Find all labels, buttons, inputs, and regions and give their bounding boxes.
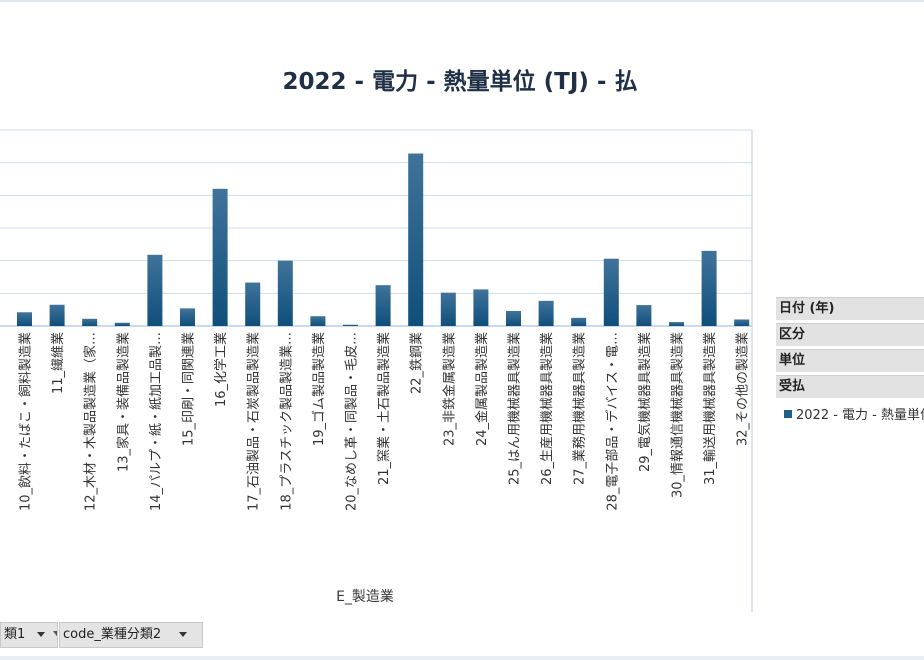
bar[interactable] bbox=[408, 153, 424, 326]
bar[interactable] bbox=[49, 304, 65, 326]
bar[interactable] bbox=[669, 322, 684, 326]
category-label: 23_非鉄金属製造業 bbox=[441, 332, 457, 446]
category-label: 22_鉄鋼業 bbox=[409, 332, 425, 394]
bar[interactable] bbox=[734, 319, 750, 326]
legend-entry[interactable]: 2022 - 電力 - 熱量単位 (TJ) - 払 bbox=[776, 404, 924, 423]
category-label: 10_飲料・たばこ・飼料製造業 bbox=[18, 332, 34, 511]
bar[interactable] bbox=[310, 316, 326, 326]
category-label: 24_金属製品製造業 bbox=[474, 332, 490, 446]
category-label: 32_その他の製造業 bbox=[735, 332, 751, 446]
category-label: 28_電子部品・デバイス・電… bbox=[604, 332, 620, 511]
top-border bbox=[0, 0, 924, 2]
legend-field-year[interactable]: 日付 (年) bbox=[776, 297, 924, 320]
category-label: 17_石油製品・石炭製品製造業 bbox=[246, 332, 262, 511]
category-label: 25_はん用機械器具製造業 bbox=[507, 332, 523, 485]
legend-field-direction[interactable]: 受払 bbox=[776, 375, 924, 398]
category-label: 12_木材・木製品製造業（家… bbox=[83, 332, 99, 511]
field-button-category1-label: 類1 bbox=[4, 627, 26, 642]
bar[interactable] bbox=[603, 258, 619, 326]
bar[interactable] bbox=[17, 312, 32, 326]
category-label: 26_生産用機械器具製造業 bbox=[539, 332, 555, 485]
chevron-down-icon[interactable] bbox=[37, 632, 46, 637]
category-label: 16_化学工業 bbox=[213, 332, 229, 407]
legend-field-category[interactable]: 区分 bbox=[776, 323, 924, 346]
category-label: 20_なめし革・同製品・毛皮… bbox=[345, 332, 360, 511]
category-label: 29_電気機械器具製造業 bbox=[637, 332, 653, 472]
legend-entry-label: 2022 - 電力 - 熱量単位 (TJ) - 払 bbox=[796, 408, 924, 423]
bar[interactable] bbox=[82, 318, 98, 326]
bar[interactable] bbox=[473, 289, 489, 326]
bar[interactable] bbox=[440, 292, 456, 326]
bar[interactable] bbox=[571, 317, 587, 326]
bottom-border bbox=[0, 656, 924, 660]
legend-field-unit[interactable]: 単位 bbox=[776, 349, 924, 372]
category-label: 19_ゴム製品製造業 bbox=[311, 332, 327, 446]
x-axis-title: E_製造業 bbox=[336, 589, 394, 605]
field-button-category1[interactable]: 類1 bbox=[0, 622, 58, 648]
bar[interactable] bbox=[343, 324, 358, 326]
chart-title: 2022 - 電力 - 熱量単位 (TJ) - 払 bbox=[282, 69, 638, 95]
category-label: 31_輸送用機械器具製造業 bbox=[702, 332, 718, 485]
bar[interactable] bbox=[277, 260, 293, 326]
bar[interactable] bbox=[245, 282, 261, 326]
bar[interactable] bbox=[147, 254, 163, 326]
legend-swatch-icon bbox=[784, 409, 792, 418]
category-label: 18_プラスチック製品製造業… bbox=[278, 332, 294, 511]
bar[interactable] bbox=[636, 305, 652, 326]
category-label: 21_窯業・土石製品製造業 bbox=[376, 332, 392, 485]
bar[interactable] bbox=[375, 285, 391, 326]
category-label: 13_家具・装備品製造業 bbox=[115, 332, 131, 472]
category-label: 14_パルプ・紙・紙加工品製… bbox=[149, 332, 164, 511]
chevron-down-icon[interactable] bbox=[179, 632, 188, 637]
bar[interactable] bbox=[701, 250, 717, 326]
category-label: 30_情報通信機械器具製造業 bbox=[670, 332, 686, 498]
field-button-category2-label: code_業種分類2 bbox=[63, 627, 162, 642]
category-label: 11_繊維業 bbox=[50, 332, 66, 394]
filter-funnel-icon[interactable] bbox=[52, 630, 57, 639]
category-label: 15_印刷・同関連業 bbox=[181, 332, 197, 446]
bar[interactable] bbox=[114, 322, 130, 326]
bar[interactable] bbox=[538, 300, 554, 326]
bar[interactable] bbox=[506, 310, 521, 326]
field-button-category2[interactable]: code_業種分類2 bbox=[59, 622, 203, 648]
bar[interactable] bbox=[180, 308, 195, 326]
bar[interactable] bbox=[212, 188, 228, 326]
category-label: 27_業務用機械器具製造業 bbox=[572, 332, 588, 485]
category-labels: 10_飲料・たばこ・飼料製造業 11_繊維業 12_木材・木製品製造業（家… 13_家… bbox=[18, 332, 751, 511]
bars[interactable] bbox=[17, 153, 750, 326]
legend-panel: 日付 (年) 区分 単位 受払 2022 - 電力 - 熱量単位 (TJ) - … bbox=[776, 297, 924, 423]
